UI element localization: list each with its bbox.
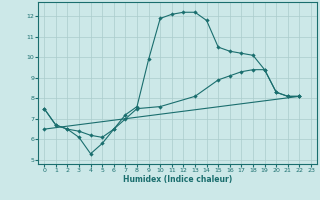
X-axis label: Humidex (Indice chaleur): Humidex (Indice chaleur): [123, 175, 232, 184]
